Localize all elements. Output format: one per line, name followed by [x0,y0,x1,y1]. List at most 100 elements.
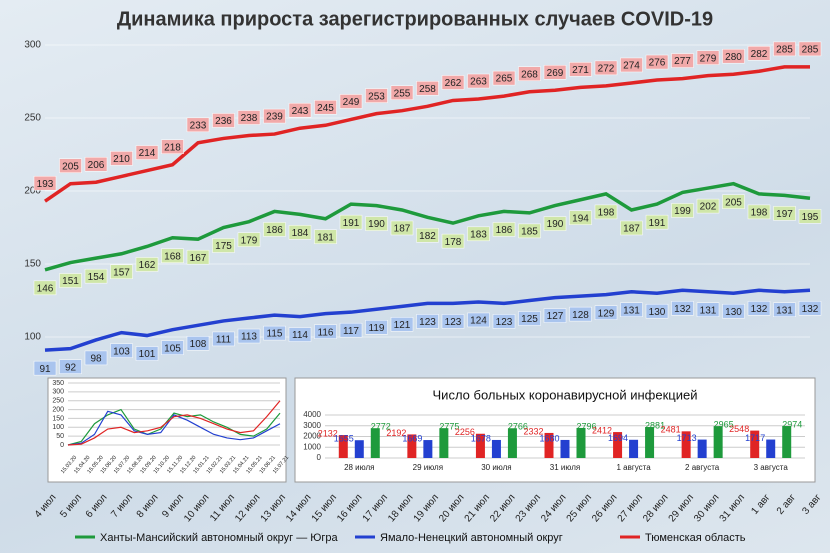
x-tick-label: 15 июл [310,492,339,524]
bar [681,431,691,458]
data-label: 132 [751,304,768,315]
data-label-box [59,273,82,288]
data-label: 282 [751,49,768,60]
data-label-box [416,228,439,243]
bar [423,440,433,458]
data-label-box [696,198,720,214]
data-label-box [645,303,669,319]
data-label: 258 [419,84,436,95]
data-label: 113 [241,332,257,343]
data-label-box [339,94,363,109]
x-tick-label: 28 июля [344,463,374,472]
data-label-box [339,214,363,230]
x-tick-label: 24 июл [539,492,568,524]
bar [697,439,707,458]
data-label: 190 [368,219,385,230]
data-label-box [467,226,490,242]
data-label: 182 [419,231,436,242]
data-label: 2332 [523,426,543,436]
x-tick-label: 17 июл [361,492,390,524]
data-label-box [186,336,210,351]
x-tick-label: 30 июля [481,463,511,472]
data-label-box [59,359,82,374]
data-label: 184 [292,228,309,239]
x-tick-label: 30 июл [692,492,721,524]
data-label: 116 [318,327,334,338]
y-tick-label: 250 [24,113,41,124]
data-label-box [161,139,184,154]
data-label-box [696,302,720,317]
data-label: 91 [39,364,51,375]
data-label-box [161,340,184,355]
data-label-box [161,248,184,263]
data-label-box [390,85,414,100]
x-tick-label: 1 авг [749,492,772,517]
x-tick-label: 25 июл [565,492,594,524]
data-label-box [645,54,669,70]
data-label-box [390,220,414,236]
x-tick-label: 8 июл [135,492,161,520]
data-label: 179 [241,235,258,246]
data-label: 132 [802,304,819,315]
data-label-box [722,194,745,209]
data-label: 127 [547,311,564,322]
data-label-box [339,322,363,338]
data-label: 205 [725,197,742,208]
data-label-box [773,206,796,221]
x-tick-label: 12 июл [233,492,262,524]
data-label-box [594,305,618,320]
data-label: 98 [90,354,102,365]
series-line [67,400,281,446]
bar [645,427,655,458]
data-label-box [518,311,541,326]
data-label-box [441,233,465,249]
data-label: 168 [164,251,181,262]
data-label: 1713 [677,433,697,443]
data-label: 206 [88,160,105,171]
y-tick-label: 2000 [303,432,321,441]
data-label-box [288,327,312,342]
data-label: 263 [470,77,487,88]
data-label-box [212,113,235,128]
data-label: 130 [649,307,666,318]
x-tick-label: 16 июл [335,492,364,524]
data-label: 154 [88,272,105,283]
data-label-box [263,222,286,237]
data-label-box [212,238,235,253]
data-label-box [492,314,516,329]
x-tick-label: 31 июл [718,492,747,524]
data-label: 262 [445,78,462,89]
data-label-box [492,222,516,237]
series-line [44,65,810,203]
data-label-box [416,314,439,329]
x-tick-label: 21 июл [463,492,492,524]
data-label: 238 [241,113,258,124]
data-label-box [84,350,108,366]
data-label-box [186,117,210,133]
data-label-box [237,110,261,125]
data-label-box [671,53,694,68]
y-tick-label: 50 [56,433,64,440]
x-tick-label: 13 июл [259,492,288,524]
bar [613,432,623,458]
x-tick-label: 29 июля [413,463,443,472]
data-label: 101 [139,349,156,360]
data-label: 1669 [402,433,422,443]
data-label-box [416,81,439,96]
data-label-box [773,302,796,317]
data-label: 190 [547,219,564,230]
data-label-box [441,75,465,90]
bar [629,439,639,458]
x-tick-label: 20 июл [437,492,466,524]
data-label-box [263,108,286,124]
data-label-box [620,302,643,317]
x-tick-label: 29 июл [667,492,696,524]
data-label-box [569,62,592,77]
data-label-box [569,306,592,322]
y-tick-label: 4000 [303,410,321,419]
data-label-box [620,57,643,73]
data-label: 280 [725,52,742,63]
data-label-box [798,41,822,57]
inset-frame [294,377,816,483]
x-tick-label: 26 июл [590,492,619,524]
